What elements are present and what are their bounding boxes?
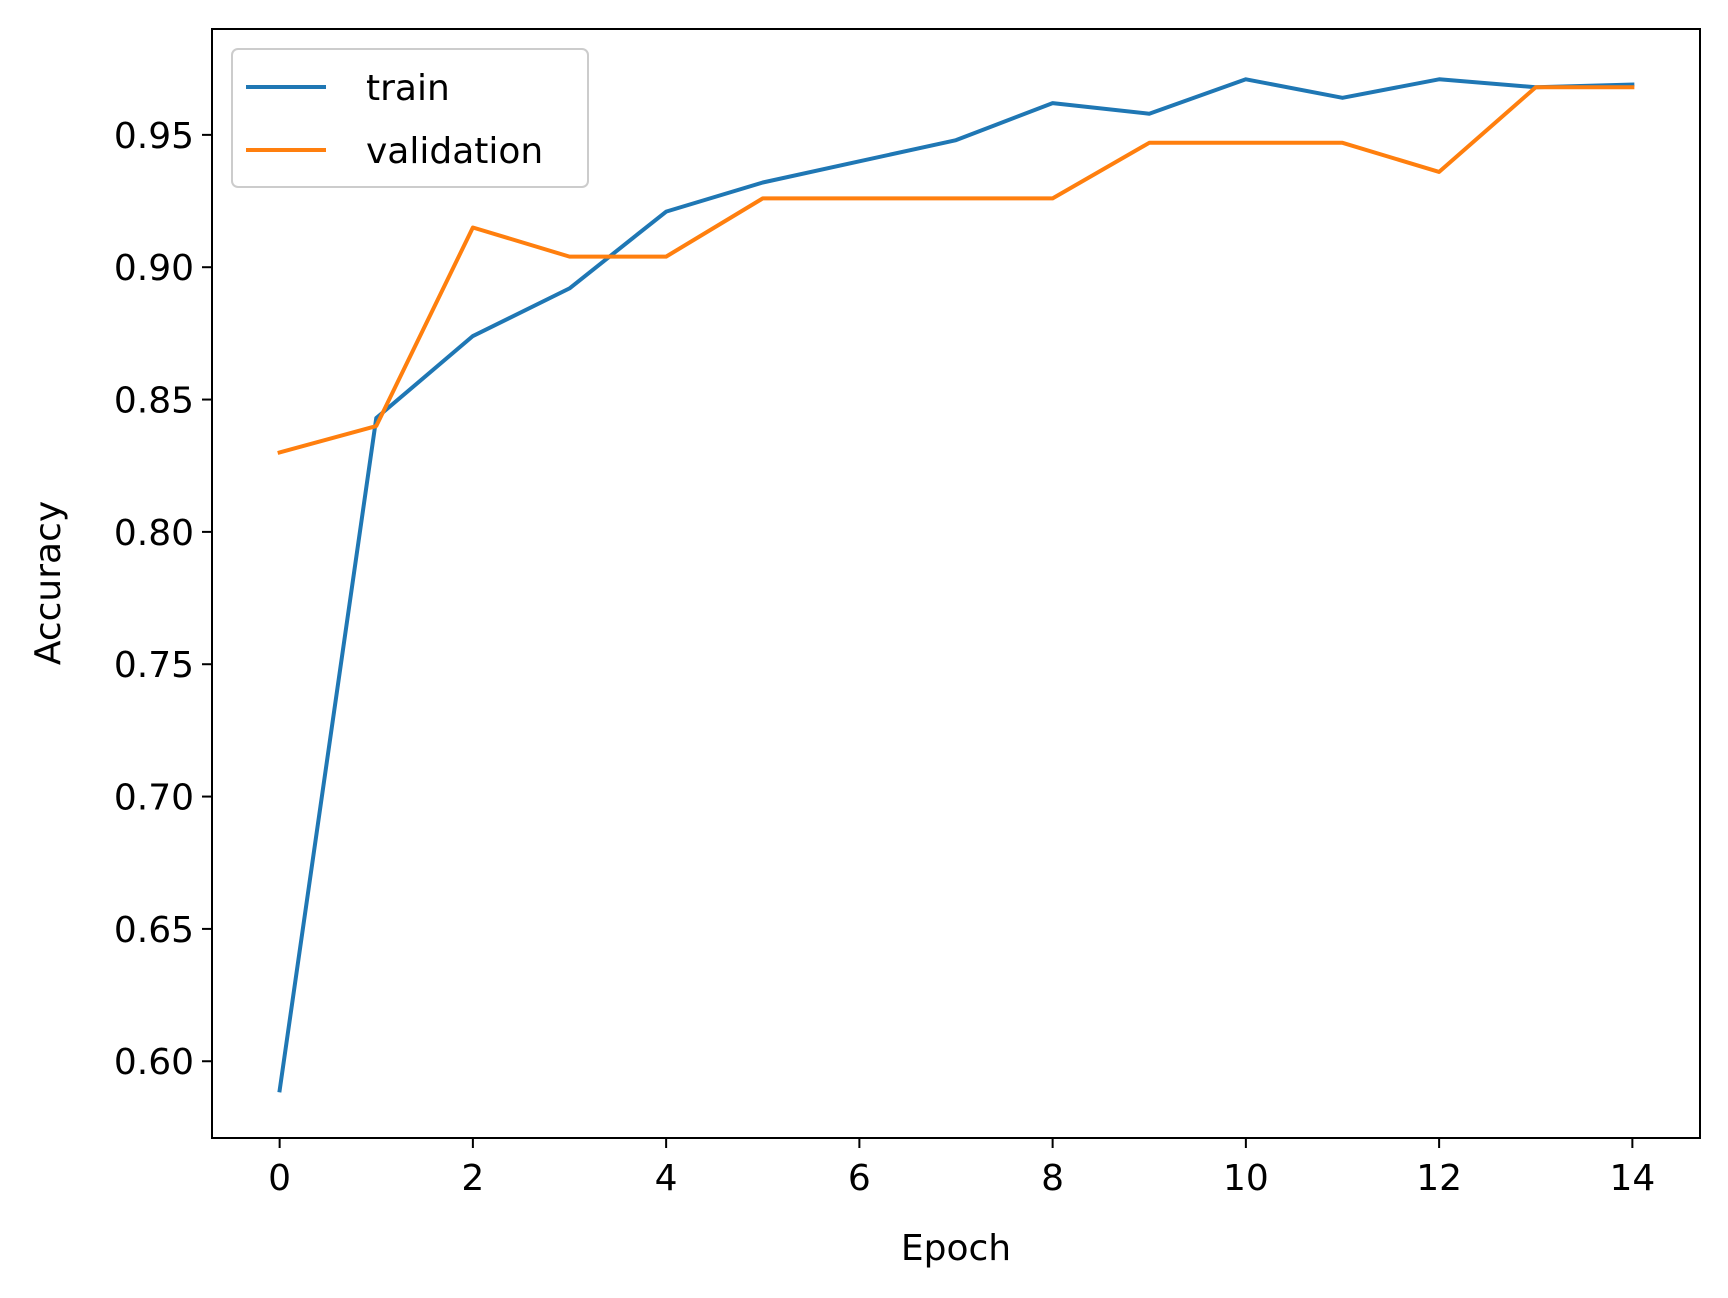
y-tick-label: 0.65 [114,910,194,951]
legend-box [231,48,589,188]
x-tick-label: 14 [1609,1158,1655,1199]
y-axis-label: Accuracy [28,501,69,665]
x-tick-label: 2 [461,1158,484,1199]
x-tick-label: 4 [655,1158,678,1199]
x-axis-label: Epoch [901,1228,1011,1269]
series-line-validation [277,85,1635,455]
x-axis: 0 2 4 6 8 10 12 14 [268,1138,1655,1199]
y-tick-label: 0.70 [114,778,194,819]
y-tick-label: 0.95 [114,116,194,157]
series-layer [277,77,1635,1093]
legend-label-train: train [366,68,450,109]
y-tick-label: 0.60 [114,1042,194,1083]
x-tick-label: 8 [1041,1158,1064,1199]
legend: train validation [231,48,589,188]
y-tick-label: 0.75 [114,645,194,686]
x-tick-label: 0 [268,1158,291,1199]
x-tick-label: 6 [848,1158,871,1199]
plot-frame [211,28,1701,1139]
series-line-train [277,77,1635,1093]
y-tick-label: 0.90 [114,248,194,289]
legend-label-validation: validation [366,131,543,172]
x-tick-label: 10 [1223,1158,1269,1199]
y-axis: 0.60 0.65 0.70 0.75 0.80 0.85 0.90 0.95 [114,116,212,1083]
y-tick-label: 0.85 [114,381,194,422]
y-tick-label: 0.80 [114,513,194,554]
x-tick-label: 12 [1416,1158,1462,1199]
